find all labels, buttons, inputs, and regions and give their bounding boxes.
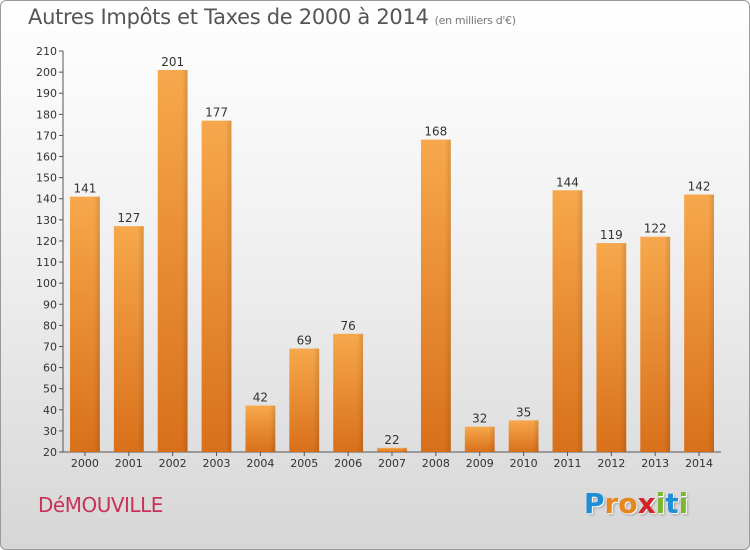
logo-letter: o: [618, 487, 638, 520]
chart-title-text: Autres Impôts et Taxes de 2000 à 2014: [28, 5, 429, 29]
y-tick-label: 110: [36, 256, 57, 269]
bar-shade-2011: [552, 190, 583, 452]
y-tick-label: 60: [43, 362, 57, 375]
logo-letter: t: [665, 487, 679, 520]
x-tick-label: 2014: [685, 457, 713, 470]
x-tick-label: 2002: [159, 457, 187, 470]
data-labels: 141 127 201 177 42 69 76 22 168 32 35 144 119 122 142: [73, 55, 710, 447]
data-label: 69: [297, 334, 312, 348]
data-label: 168: [424, 125, 447, 139]
y-tick-label: 210: [36, 45, 57, 58]
chart-title: Autres Impôts et Taxes de 2000 à 2014 (en…: [28, 5, 516, 29]
y-tick-label: 180: [36, 108, 57, 121]
y-tick-label: 130: [36, 214, 57, 227]
data-label: 42: [253, 391, 268, 405]
chart-unit-label: (en milliers d'€): [434, 14, 516, 27]
y-tick-label: 190: [36, 87, 57, 100]
bar-shade-2014: [684, 194, 714, 452]
y-tick-label: 200: [36, 66, 57, 79]
x-tick-label: 2007: [378, 457, 406, 470]
bars: [70, 69, 714, 453]
y-tick-label: 70: [43, 340, 57, 353]
x-tick-label: 2006: [334, 457, 362, 470]
data-label: 144: [556, 175, 579, 189]
data-label: 35: [516, 405, 531, 419]
x-tick-label: 2009: [466, 457, 494, 470]
y-tick-label: 100: [36, 277, 57, 290]
y-tick-label: 170: [36, 129, 57, 142]
x-tick-label: 2010: [510, 457, 538, 470]
data-label: 119: [600, 228, 623, 242]
y-tick-label: 50: [43, 383, 57, 396]
logo-letter: x: [637, 487, 656, 520]
x-axis: 2000 2001 2002 2003 2004 2005 2006 2007 2008 2009…: [63, 451, 721, 470]
y-tick-label: 80: [43, 319, 57, 332]
y-tick-label: 150: [36, 172, 57, 185]
x-tick-label: 2012: [597, 457, 625, 470]
y-tick-label: 120: [36, 235, 57, 248]
bar-shade-2002: [157, 69, 188, 452]
data-label: 32: [472, 412, 487, 426]
x-tick-label: 2003: [203, 457, 231, 470]
bar-shade-2008: [420, 139, 451, 453]
y-axis: 20 30 40 50 60 70 80 90 100 110 120 130 140 150 160 170…: [36, 45, 64, 459]
bar-shade-2010: [508, 420, 539, 452]
proxiti-logo: Proxiti: [584, 487, 688, 520]
data-label: 76: [340, 319, 355, 333]
data-label: 201: [161, 55, 184, 69]
data-label: 141: [73, 182, 96, 196]
bar-shade-2004: [245, 405, 276, 452]
logo-letter: P: [584, 487, 605, 520]
data-label: 127: [117, 211, 140, 225]
bar-shade-2006: [333, 333, 364, 452]
data-label: 122: [644, 222, 667, 236]
y-tick-label: 20: [43, 446, 57, 459]
x-tick-label: 2001: [115, 457, 143, 470]
x-tick-label: 2005: [290, 457, 318, 470]
y-tick-label: 160: [36, 151, 57, 164]
y-tick-label: 40: [43, 404, 57, 417]
bar-shade-2001: [113, 226, 144, 452]
bar-shade-2007: [377, 447, 407, 452]
y-tick-label: 140: [36, 193, 57, 206]
logo-letter: i: [678, 487, 689, 520]
y-tick-label: 30: [43, 425, 57, 438]
bar-shade-2000: [70, 196, 100, 452]
bar-shade-2013: [640, 236, 671, 452]
logo-letter: i: [655, 487, 666, 520]
x-tick-label: 2004: [246, 457, 274, 470]
commune-name: DéMOUVILLE: [38, 493, 163, 517]
data-label: 177: [205, 106, 228, 120]
data-label: 22: [384, 433, 399, 447]
x-tick-label: 2008: [422, 457, 450, 470]
bar-shade-2003: [201, 120, 232, 452]
bar-shade-2012: [596, 243, 627, 452]
logo-letter: r: [604, 487, 619, 520]
x-tick-label: 2011: [553, 457, 581, 470]
x-tick-label: 2013: [641, 457, 669, 470]
y-tick-label: 90: [43, 298, 57, 311]
data-label: 142: [688, 180, 711, 194]
x-tick-label: 2000: [71, 457, 99, 470]
bar-shade-2005: [289, 348, 320, 452]
bar-shade-2009: [464, 426, 495, 452]
